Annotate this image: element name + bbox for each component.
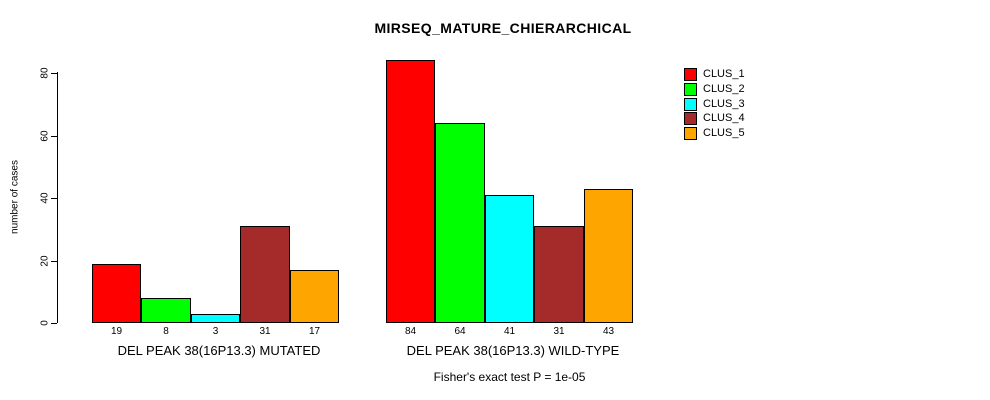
annotation-text: Fisher's exact test P = 1e-05 (433, 370, 586, 384)
legend-item-clus_5: CLUS_5 (684, 126, 745, 140)
bar-value-label: 8 (163, 326, 169, 337)
legend-label: CLUS_2 (703, 83, 745, 95)
y-axis-label: number of cases (9, 160, 21, 234)
legend-item-clus_3: CLUS_3 (684, 97, 745, 111)
bar-clus_3-group2 (485, 195, 534, 323)
bar-clus_4-group1 (240, 226, 290, 323)
category-label: DEL PEAK 38(16P13.3) WILD-TYPE (406, 343, 620, 358)
legend-swatch-icon (684, 67, 697, 81)
bar-clus_1-group2 (386, 60, 435, 323)
legend-label: CLUS_3 (703, 98, 745, 110)
bar-clus_1-group1 (92, 264, 141, 323)
bar-value-label: 64 (454, 326, 466, 337)
bar-value-label: 3 (212, 326, 219, 337)
y-axis-line (57, 72, 58, 323)
legend-label: CLUS_5 (703, 127, 745, 139)
legend-label: CLUS_1 (703, 68, 745, 80)
chart-title: MIRSEQ_MATURE_CHIERARCHICAL (374, 20, 632, 36)
y-tick-mark (51, 73, 57, 74)
bar-value-label: 17 (308, 326, 321, 337)
y-tick-label: 20 (39, 255, 51, 267)
legend-swatch-icon (684, 111, 697, 125)
legend-swatch-icon (684, 126, 697, 140)
legend-item-clus_1: CLUS_1 (684, 67, 745, 81)
y-tick-mark (51, 198, 57, 199)
legend-swatch-icon (684, 82, 697, 96)
bar-value-label: 31 (259, 326, 271, 337)
y-tick-label: 80 (39, 67, 51, 79)
bar-value-label: 84 (404, 326, 417, 337)
y-tick-label: 0 (39, 320, 51, 326)
y-tick-mark (51, 261, 57, 262)
legend-item-clus_2: CLUS_2 (684, 82, 745, 96)
bar-clus_2-group2 (435, 123, 485, 323)
bar-clus_3-group1 (191, 314, 240, 323)
legend-label: CLUS_4 (703, 112, 745, 124)
y-tick-mark (51, 323, 57, 324)
bar-value-label: 41 (503, 326, 516, 337)
bar-clus_2-group1 (141, 298, 191, 323)
legend-swatch-icon (684, 97, 697, 111)
y-tick-label: 60 (39, 130, 51, 142)
bar-clus_5-group1 (290, 270, 339, 323)
bar-value-label: 31 (553, 326, 565, 337)
category-label: DEL PEAK 38(16P13.3) MUTATED (117, 343, 321, 358)
bar-value-label: 19 (110, 326, 123, 337)
bar-clus_5-group2 (584, 189, 633, 323)
y-tick-label: 40 (39, 192, 51, 204)
bar-value-label: 43 (602, 326, 615, 337)
y-tick-mark (51, 136, 57, 137)
legend-item-clus_4: CLUS_4 (684, 111, 745, 125)
bar-clus_4-group2 (534, 226, 584, 323)
